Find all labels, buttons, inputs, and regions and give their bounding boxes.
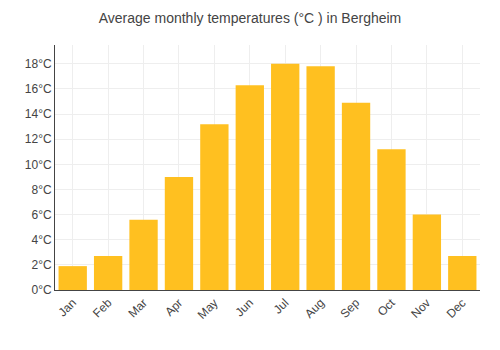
svg-text:Feb: Feb [90, 296, 115, 321]
svg-text:4°C: 4°C [31, 233, 51, 247]
svg-text:14°C: 14°C [25, 107, 52, 121]
svg-text:May: May [195, 296, 221, 322]
svg-text:18°C: 18°C [25, 57, 52, 71]
svg-text:Dec: Dec [444, 296, 469, 321]
svg-text:Nov: Nov [408, 296, 433, 321]
svg-text:2°C: 2°C [31, 258, 51, 272]
svg-text:Sep: Sep [337, 296, 362, 321]
svg-text:Aug: Aug [302, 296, 327, 321]
svg-text:Jun: Jun [233, 296, 257, 320]
svg-text:12°C: 12°C [25, 132, 52, 146]
svg-text:Jan: Jan [55, 296, 79, 320]
svg-text:Mar: Mar [125, 296, 150, 321]
svg-text:8°C: 8°C [31, 183, 51, 197]
svg-text:Oct: Oct [375, 295, 399, 319]
svg-text:Average monthly temperatures (: Average monthly temperatures (°C ) in Be… [99, 10, 402, 26]
svg-text:Apr: Apr [162, 296, 185, 319]
svg-text:16°C: 16°C [25, 82, 52, 96]
svg-text:6°C: 6°C [31, 208, 51, 222]
svg-text:Jul: Jul [271, 296, 292, 317]
svg-text:10°C: 10°C [25, 158, 52, 172]
svg-text:0°C: 0°C [31, 283, 51, 297]
